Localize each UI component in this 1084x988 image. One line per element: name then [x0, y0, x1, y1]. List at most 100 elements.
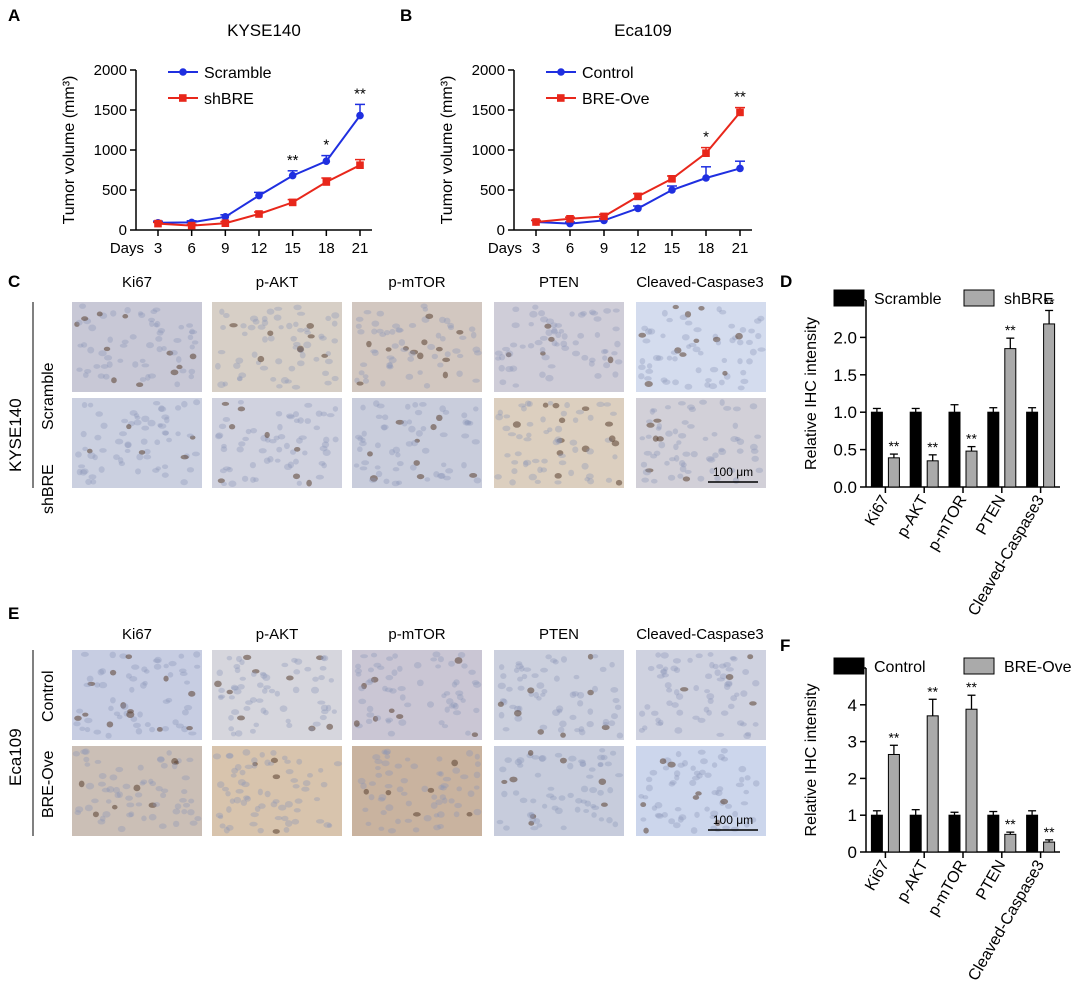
e-nucleus — [396, 714, 404, 719]
e-nucleus — [258, 803, 266, 809]
c-nucleus — [420, 425, 427, 432]
c-nucleus — [612, 308, 620, 313]
c-nucleus — [355, 323, 362, 329]
d-bar — [1026, 411, 1039, 488]
e-nucleus — [693, 684, 700, 692]
e-nucleus — [540, 692, 546, 697]
c-nucleus — [414, 409, 423, 416]
c-nucleus — [569, 311, 575, 317]
e-nucleus — [99, 668, 106, 675]
c-micrograph — [494, 398, 624, 488]
f-x-tick-label: Cleaved-Caspase3 — [965, 857, 1048, 983]
c-nucleus — [143, 454, 152, 460]
e-nucleus — [735, 782, 745, 788]
c-nucleus — [219, 468, 227, 474]
e-nucleus — [680, 687, 689, 692]
c-nucleus — [611, 440, 620, 447]
c-nucleus — [712, 452, 719, 459]
e-nucleus — [597, 762, 604, 767]
c-nucleus — [511, 468, 518, 475]
e-nucleus — [743, 732, 752, 740]
c-nucleus — [581, 445, 590, 453]
d-bar — [926, 460, 939, 488]
e-nucleus — [503, 825, 510, 831]
c-nucleus — [237, 399, 244, 405]
e-nucleus — [99, 815, 106, 822]
c-nucleus — [459, 335, 467, 340]
e-nucleus — [674, 727, 683, 734]
e-nucleus — [552, 709, 560, 716]
e-nucleus — [725, 667, 734, 672]
e-nucleus — [84, 717, 93, 724]
e-nucleus — [385, 674, 394, 681]
c-nucleus — [332, 406, 339, 412]
e-nucleus — [559, 720, 567, 728]
e-nucleus — [114, 792, 121, 799]
c-nucleus — [714, 475, 721, 482]
e-nucleus — [281, 755, 288, 761]
c-nucleus — [718, 379, 725, 386]
b-y-tick-label: 500 — [480, 182, 505, 199]
e-nucleus — [392, 653, 398, 659]
e-nucleus — [310, 686, 320, 694]
e-nucleus — [378, 794, 387, 801]
c-nucleus — [650, 408, 658, 413]
e-nucleus — [294, 658, 303, 665]
e-nucleus — [365, 679, 373, 686]
c-nucleus — [238, 372, 247, 379]
e-nucleus — [448, 704, 456, 709]
d-x-tick-label: Cleaved-Caspase3 — [965, 492, 1048, 618]
c-nucleus — [732, 406, 741, 412]
e-nucleus — [500, 673, 507, 680]
e-nucleus — [293, 669, 301, 675]
a-significance: * — [323, 137, 329, 154]
e-nucleus — [441, 724, 449, 729]
e-nucleus — [703, 706, 710, 713]
c-nucleus — [427, 343, 436, 350]
e-nucleus — [102, 811, 111, 818]
c-nucleus — [722, 370, 728, 376]
a-x-tick-label: 18 — [318, 240, 335, 257]
c-nucleus — [558, 453, 566, 459]
c-nucleus — [509, 365, 518, 372]
c-nucleus — [552, 439, 560, 446]
c-nucleus — [438, 472, 446, 479]
e-nucleus — [667, 761, 676, 768]
e-nucleus — [142, 680, 148, 686]
c-nucleus — [228, 480, 237, 487]
e-nucleus — [115, 766, 124, 773]
e-nucleus — [460, 698, 466, 703]
c-nucleus — [273, 314, 282, 321]
e-nucleus — [673, 770, 681, 777]
c-nucleus — [304, 418, 312, 424]
c-nucleus — [707, 457, 716, 463]
c-nucleus — [405, 403, 411, 410]
e-nucleus — [378, 826, 385, 831]
f-bar — [1043, 841, 1056, 853]
c-nucleus — [749, 348, 757, 356]
c-nucleus — [318, 333, 325, 339]
a-y-tick-label: 1000 — [94, 142, 127, 159]
e-nucleus — [592, 654, 599, 659]
e-nucleus — [283, 827, 290, 833]
c-nucleus — [711, 431, 718, 437]
b-significance: * — [703, 129, 709, 146]
e-nucleus — [98, 772, 107, 780]
e-nucleus — [366, 712, 375, 718]
c-nucleus — [313, 425, 321, 431]
e-nucleus — [518, 665, 525, 672]
c-nucleus — [524, 400, 532, 407]
c-nucleus — [442, 371, 449, 379]
e-nucleus — [137, 764, 144, 771]
c-nucleus — [275, 410, 283, 417]
c-nucleus — [96, 311, 103, 317]
e-nucleus — [448, 660, 455, 667]
e-nucleus — [91, 798, 99, 804]
b-y-tick-label: 0 — [497, 222, 505, 239]
c-nucleus — [735, 332, 743, 340]
d-y-tick-label: 0.0 — [833, 478, 857, 497]
e-nucleus — [397, 665, 403, 672]
c-nucleus — [215, 433, 223, 440]
e-nucleus — [552, 659, 559, 665]
c-nucleus — [439, 432, 448, 438]
